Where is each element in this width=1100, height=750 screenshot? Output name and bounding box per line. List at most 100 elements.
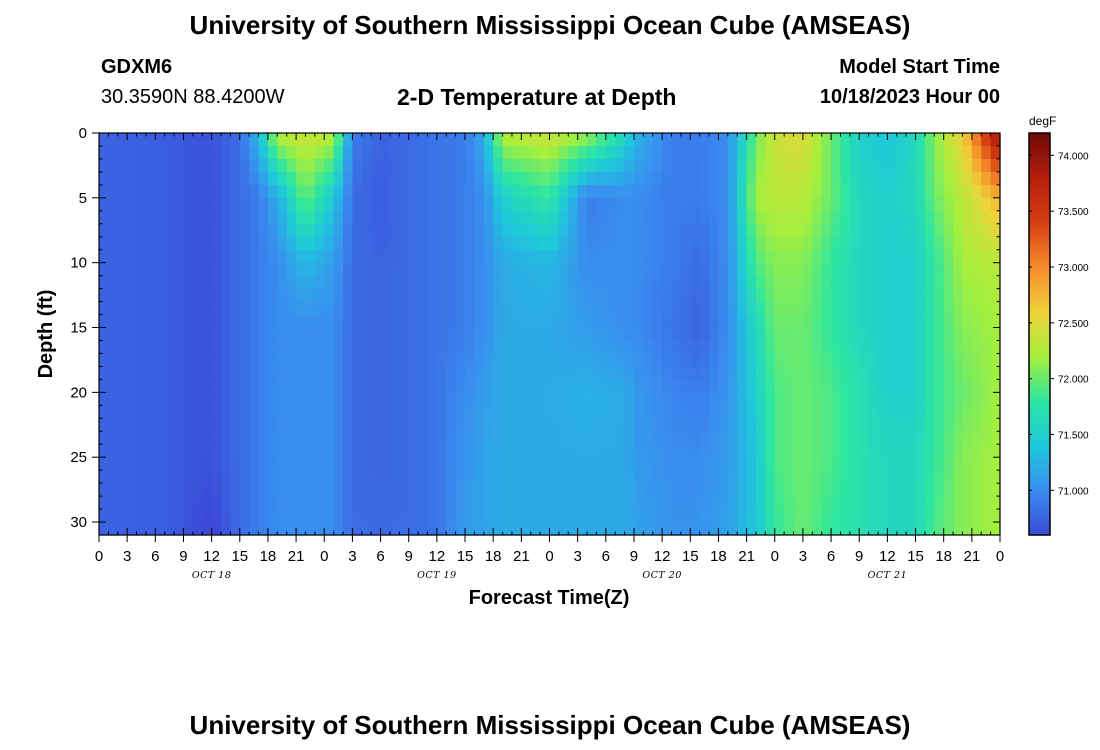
heatmap-cell bbox=[802, 133, 813, 147]
heatmap-cell bbox=[239, 210, 250, 225]
heatmap-cell bbox=[446, 431, 457, 445]
heatmap-cell bbox=[784, 145, 795, 160]
heatmap-cell bbox=[812, 444, 823, 458]
heatmap-cell bbox=[737, 314, 748, 329]
heatmap-cell bbox=[521, 236, 532, 251]
heatmap-cell bbox=[296, 171, 307, 186]
heatmap-cell bbox=[624, 288, 635, 303]
heatmap-cell bbox=[812, 197, 823, 212]
heatmap-cell bbox=[896, 509, 907, 523]
heatmap-cell bbox=[483, 340, 494, 355]
heatmap-cell bbox=[277, 314, 288, 329]
heatmap-cell bbox=[943, 353, 954, 368]
heatmap-cell bbox=[558, 327, 569, 342]
heatmap-cell bbox=[596, 249, 607, 264]
heatmap-cell bbox=[258, 133, 269, 147]
heatmap-cell bbox=[831, 236, 842, 251]
heatmap-cell bbox=[774, 249, 785, 264]
heatmap-cell bbox=[765, 405, 776, 419]
heatmap-cell bbox=[267, 431, 278, 445]
heatmap-cell bbox=[352, 288, 363, 303]
heatmap-cell bbox=[164, 236, 175, 251]
heatmap-cell bbox=[971, 184, 982, 199]
heatmap-cell bbox=[831, 210, 842, 225]
heatmap-cell bbox=[896, 522, 907, 536]
heatmap-cell bbox=[990, 470, 1001, 484]
heatmap-cell bbox=[361, 366, 372, 380]
heatmap-cell bbox=[521, 483, 532, 497]
heatmap-cell bbox=[427, 496, 438, 510]
heatmap-cell bbox=[840, 483, 851, 497]
heatmap-cell bbox=[680, 145, 691, 160]
heatmap-cell bbox=[465, 236, 476, 251]
heatmap-cell bbox=[755, 275, 766, 290]
heatmap-cell bbox=[380, 301, 391, 316]
heatmap-cell bbox=[361, 145, 372, 160]
heatmap-cell bbox=[831, 133, 842, 147]
heatmap-cell bbox=[709, 379, 720, 393]
heatmap-cell bbox=[812, 223, 823, 238]
heatmap-cell bbox=[343, 288, 354, 303]
heatmap-cell bbox=[446, 405, 457, 419]
heatmap-cell bbox=[971, 301, 982, 316]
heatmap-cell bbox=[718, 509, 729, 523]
heatmap-cell bbox=[615, 301, 626, 316]
heatmap-cell bbox=[408, 379, 419, 393]
heatmap-cell bbox=[906, 457, 917, 471]
heatmap-cell bbox=[108, 522, 119, 536]
heatmap-cell bbox=[455, 275, 466, 290]
heatmap-cell bbox=[605, 392, 616, 406]
heatmap-cell bbox=[633, 236, 644, 251]
heatmap-cell bbox=[408, 431, 419, 445]
heatmap-cell bbox=[587, 496, 598, 510]
heatmap-cell bbox=[136, 522, 147, 536]
heatmap-cell bbox=[418, 431, 429, 445]
heatmap-cell bbox=[258, 509, 269, 523]
heatmap-cell bbox=[859, 405, 870, 419]
heatmap-cell bbox=[371, 288, 382, 303]
heatmap-cell bbox=[436, 509, 447, 523]
heatmap-cell bbox=[183, 327, 194, 342]
heatmap-cell bbox=[389, 457, 400, 471]
heatmap-cell bbox=[718, 301, 729, 316]
heatmap-cell bbox=[474, 210, 485, 225]
heatmap-cell bbox=[371, 483, 382, 497]
heatmap-cell bbox=[493, 444, 504, 458]
heatmap-cell bbox=[521, 197, 532, 212]
heatmap-cell bbox=[361, 431, 372, 445]
heatmap-cell bbox=[605, 405, 616, 419]
heatmap-cell bbox=[502, 418, 513, 432]
heatmap-cell bbox=[446, 340, 457, 355]
heatmap-cell bbox=[521, 145, 532, 160]
heatmap-cell bbox=[652, 496, 663, 510]
heatmap-cell bbox=[765, 327, 776, 342]
heatmap-cell bbox=[230, 379, 241, 393]
heatmap-cell bbox=[859, 262, 870, 277]
heatmap-cell bbox=[549, 197, 560, 212]
heatmap-cell bbox=[812, 379, 823, 393]
heatmap-cell bbox=[615, 145, 626, 160]
heatmap-cell bbox=[155, 275, 166, 290]
heatmap-cell bbox=[690, 379, 701, 393]
heatmap-cell bbox=[530, 158, 541, 173]
heatmap-cell bbox=[953, 444, 964, 458]
heatmap-cell bbox=[136, 249, 147, 264]
heatmap-cell bbox=[906, 353, 917, 368]
heatmap-cell bbox=[511, 379, 522, 393]
heatmap-cell bbox=[249, 158, 260, 173]
heatmap-cell bbox=[399, 210, 410, 225]
heatmap-cell bbox=[633, 522, 644, 536]
heatmap-cell bbox=[896, 158, 907, 173]
heatmap-cell bbox=[164, 509, 175, 523]
heatmap-cell bbox=[906, 509, 917, 523]
heatmap-cell bbox=[155, 262, 166, 277]
heatmap-cell bbox=[521, 431, 532, 445]
heatmap-cell bbox=[249, 184, 260, 199]
heatmap-cell bbox=[474, 457, 485, 471]
heatmap-cell bbox=[971, 145, 982, 160]
heatmap-cell bbox=[615, 483, 626, 497]
heatmap-cell bbox=[765, 379, 776, 393]
heatmap-cell bbox=[239, 379, 250, 393]
heatmap-cell bbox=[258, 145, 269, 160]
heatmap-cell bbox=[662, 262, 673, 277]
